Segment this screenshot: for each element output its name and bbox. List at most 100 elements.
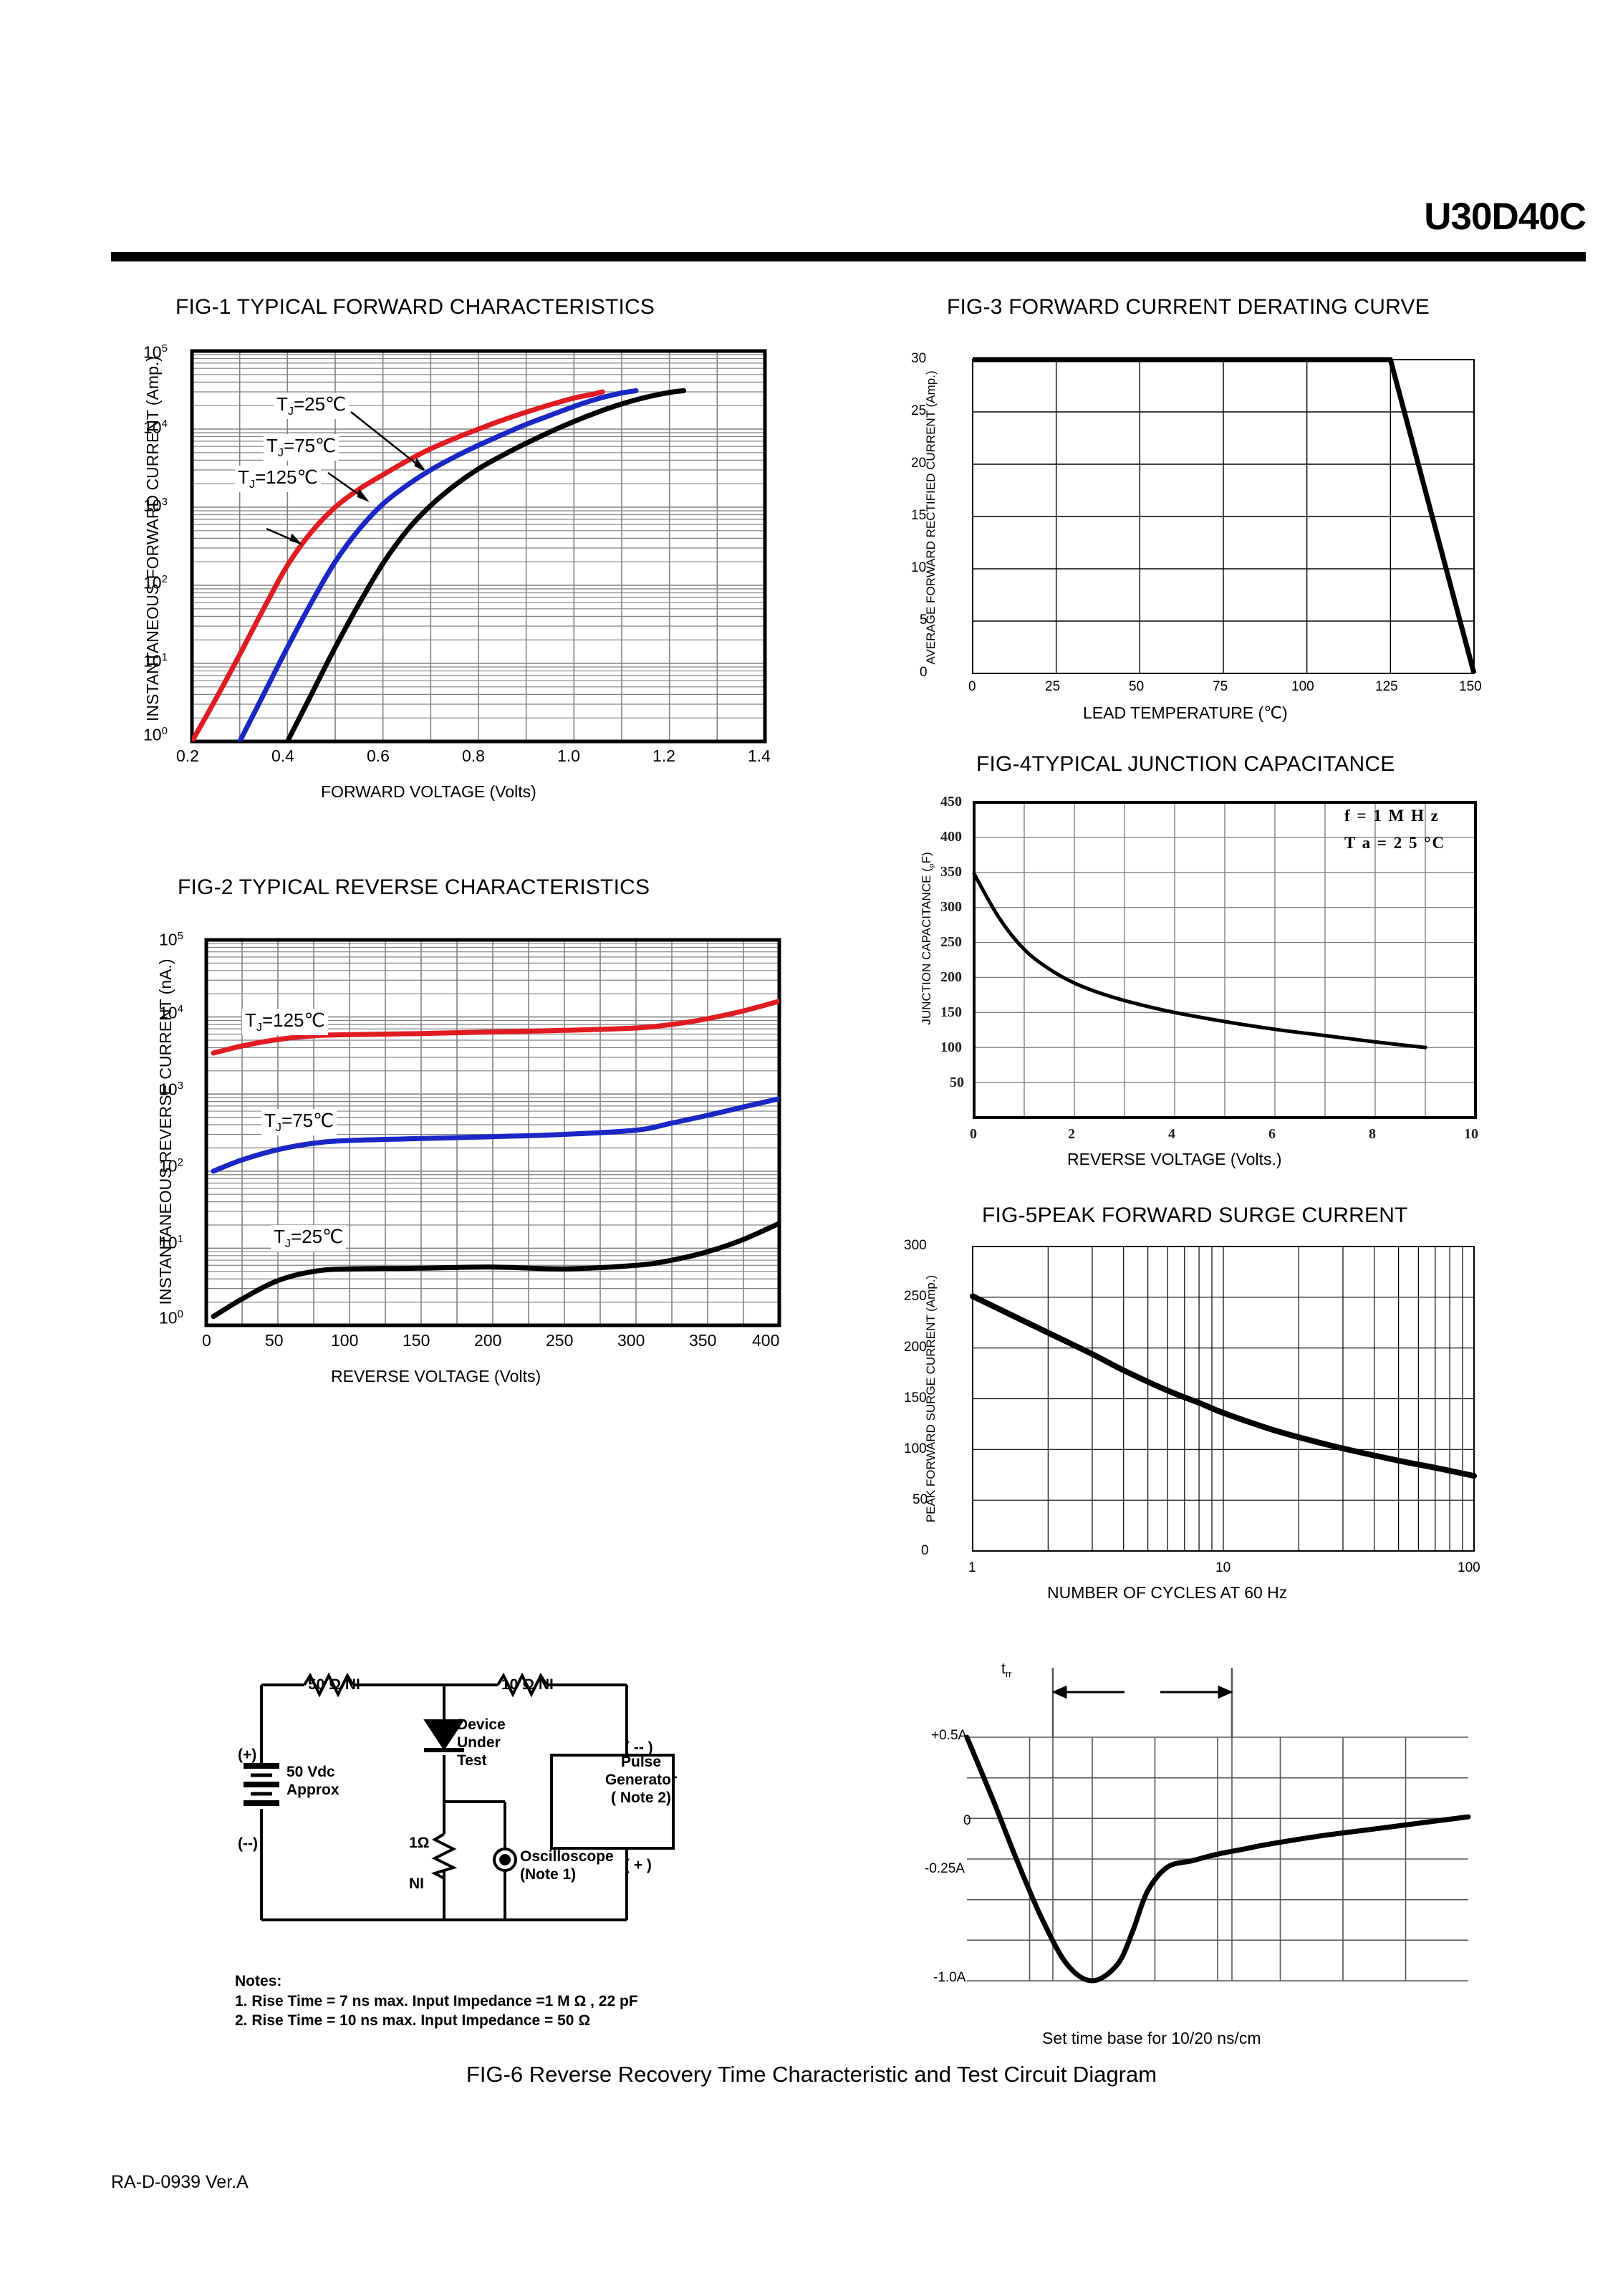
pulse-generator-label: Pulse Generator ( Note 2) <box>605 1754 678 1806</box>
resistor-50ohm-label: 50 Ω NI <box>308 1676 360 1693</box>
fig4-ytick-6: 150 <box>940 1004 962 1020</box>
fig2-curve-label-75c: TJ=75℃ <box>261 1109 337 1136</box>
fig4-ytick-2: 350 <box>940 864 962 880</box>
fig3-xtick-0: 0 <box>968 679 976 694</box>
fig4-annotation-frequency: f = 1 M H z <box>1344 807 1440 825</box>
fig5-ytick-4: 100 <box>904 1441 927 1456</box>
fig2-chart <box>204 938 781 1327</box>
battery-minus-label: (--) <box>238 1835 258 1852</box>
fig1-ytick-5: 100 <box>143 725 168 744</box>
fig5-xtick-0: 1 <box>968 1560 976 1575</box>
fig2-xtick-5: 250 <box>546 1331 574 1350</box>
fig4-ytick-3: 300 <box>940 899 962 915</box>
fig2-xtick-6: 300 <box>617 1331 645 1350</box>
fig4-xtick-5: 10 <box>1464 1126 1478 1142</box>
battery-voltage-label: 50 Vdc Approx <box>286 1764 339 1798</box>
notes-title: Notes: <box>235 1973 282 1989</box>
fig1-curve-label-25c: TJ=25℃ <box>274 393 350 420</box>
fig3-chart <box>972 357 1477 674</box>
header-divider <box>111 252 1586 261</box>
fig3-xtick-4: 100 <box>1291 679 1314 694</box>
pulse-generator-plus-label: ( + ) <box>625 1857 652 1873</box>
fig5-ytick-5: 50 <box>912 1492 928 1507</box>
fig4-ytick-0: 450 <box>940 794 962 810</box>
fig5-xtick-1: 10 <box>1215 1560 1231 1575</box>
fig4-x-axis-label: REVERSE VOLTAGE (Volts.) <box>1067 1150 1282 1168</box>
fig3-xtick-5: 125 <box>1375 679 1398 694</box>
fig4-xtick-1: 2 <box>1068 1126 1075 1142</box>
fig3-ytick-2: 20 <box>911 456 927 471</box>
fig1-xtick-5: 1.2 <box>652 746 675 765</box>
test-circuit-diagram <box>244 1672 675 1921</box>
fig5-xtick-2: 100 <box>1458 1560 1480 1575</box>
fig6-ytick-2: -0.25A <box>925 1861 965 1876</box>
fig1-ytick-4: 101 <box>143 651 168 671</box>
note-item-2: 2. Rise Time = 10 ns max. Input Impedanc… <box>235 2012 591 2030</box>
fig2-xtick-8: 400 <box>752 1331 780 1350</box>
fig2-xtick-3: 150 <box>403 1331 430 1350</box>
fig3-ytick-6: 0 <box>920 665 928 680</box>
fig2-curve-label-25c: TJ=25℃ <box>271 1225 347 1252</box>
fig1-x-axis-label: FORWARD VOLTAGE (Volts) <box>321 782 536 801</box>
fig3-ytick-3: 15 <box>911 508 927 523</box>
pulse-generator-minus-label: ( -- ) <box>625 1739 653 1756</box>
fig1-ytick-1: 104 <box>143 418 168 437</box>
fig2-title: FIG-2 TYPICAL REVERSE CHARACTERISTICS <box>178 875 650 899</box>
fig1-ytick-2: 103 <box>143 496 168 515</box>
fig3-x-axis-label: LEAD TEMPERATURE (℃) <box>1083 703 1288 722</box>
fig6-waveform-chart <box>964 1668 1471 1984</box>
fig4-chart <box>972 801 1477 1119</box>
fig2-xtick-1: 50 <box>265 1331 284 1350</box>
fig2-xtick-4: 200 <box>474 1331 502 1350</box>
fig2-curve-label-125c: TJ=125℃ <box>242 1009 328 1036</box>
fig5-ytick-6: 0 <box>921 1543 929 1558</box>
fig2-ytick-5: 100 <box>159 1308 183 1327</box>
fig4-xtick-4: 8 <box>1369 1126 1376 1142</box>
note-item-1: 1. Rise Time = 7 ns max. Input Impedance… <box>235 1992 638 2009</box>
fig3-xtick-2: 50 <box>1129 679 1145 694</box>
fig4-xtick-3: 6 <box>1268 1126 1276 1142</box>
fig4-annotation-temperature: T a = 2 5 °C <box>1344 834 1446 852</box>
fig5-chart <box>970 1246 1477 1552</box>
resistor-1ohm-value-label: 1Ω <box>409 1835 430 1851</box>
resistor-10ohm-label: 10 Ω NI <box>501 1676 554 1693</box>
fig1-xtick-1: 0.4 <box>271 746 294 765</box>
fig4-xtick-0: 0 <box>970 1126 977 1142</box>
fig5-x-axis-label: NUMBER OF CYCLES AT 60 Hz <box>1047 1583 1288 1602</box>
trr-annotation-label: trr <box>1001 1661 1012 1680</box>
fig5-ytick-2: 200 <box>904 1340 927 1355</box>
fig2-xtick-7: 350 <box>689 1331 717 1350</box>
fig4-ytick-4: 250 <box>940 934 962 950</box>
oscilloscope-label: Oscilloscope (Note 1) <box>520 1848 614 1883</box>
resistor-1ohm-ni-label: NI <box>409 1875 424 1892</box>
fig1-chart <box>190 349 767 744</box>
fig1-xtick-4: 1.0 <box>557 746 580 765</box>
fig3-xtick-6: 150 <box>1459 679 1482 694</box>
fig1-curve-label-75c: TJ=75℃ <box>264 434 339 461</box>
fig3-title: FIG-3 FORWARD CURRENT DERATING CURVE <box>947 295 1430 319</box>
fig1-title: FIG-1 TYPICAL FORWARD CHARACTERISTICS <box>175 295 655 319</box>
document-code: RA-D-0939 Ver.A <box>111 2172 249 2192</box>
fig2-ytick-3: 102 <box>159 1156 183 1176</box>
fig4-ytick-8: 50 <box>950 1075 964 1090</box>
fig2-ytick-4: 101 <box>159 1233 183 1252</box>
battery-plus-label: (+) <box>238 1747 257 1763</box>
fig4-ytick-5: 200 <box>940 969 962 985</box>
fig5-title: FIG-5PEAK FORWARD SURGE CURRENT <box>982 1204 1408 1227</box>
fig4-ytick-7: 100 <box>940 1039 962 1055</box>
fig3-xtick-1: 25 <box>1045 679 1061 694</box>
fig4-xtick-2: 4 <box>1168 1126 1175 1142</box>
fig2-ytick-2: 103 <box>159 1080 183 1099</box>
fig3-ytick-1: 25 <box>911 403 927 418</box>
fig1-ytick-0: 105 <box>143 342 168 362</box>
fig3-xtick-3: 75 <box>1213 679 1228 694</box>
fig2-x-axis-label: REVERSE VOLTAGE (Volts) <box>331 1367 541 1385</box>
fig6-ytick-1: 0 <box>963 1813 971 1828</box>
fig1-ytick-3: 102 <box>143 573 168 592</box>
fig2-ytick-1: 104 <box>159 1003 183 1022</box>
fig4-ytick-1: 400 <box>940 829 962 845</box>
fig3-ytick-5: 5 <box>920 613 928 628</box>
fig5-ytick-1: 250 <box>904 1289 927 1304</box>
fig6-ytick-0: +0.5A <box>931 1728 968 1743</box>
